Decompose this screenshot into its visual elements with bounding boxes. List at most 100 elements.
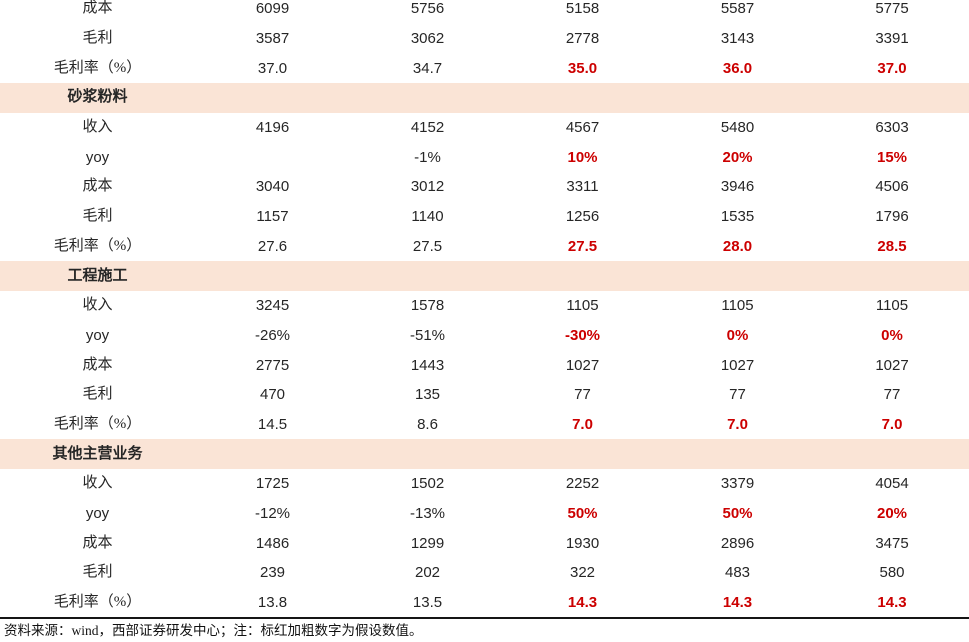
table-row: 毛利 470 135 77 77 77 [0, 380, 969, 410]
value-cell: 2252 [565, 475, 600, 493]
value-cell: 3040 [255, 178, 290, 196]
table-row: 收入 4196 4152 4567 5480 6303 [0, 113, 969, 143]
value-cell: 28.0 [722, 237, 753, 255]
value-cell: 3946 [720, 178, 755, 196]
section-header-row: 其他主营业务 [0, 439, 969, 469]
row-label: 成本 [82, 356, 113, 373]
section-header-row: 砂浆粉料 [0, 83, 969, 113]
value-cell: 3143 [720, 30, 755, 48]
row-label: 收入 [82, 297, 113, 314]
value-cell: 5480 [720, 119, 755, 137]
row-label: 毛利率（%） [53, 594, 142, 611]
value-cell: 3245 [255, 297, 290, 315]
value-cell: 3475 [875, 534, 909, 552]
value-cell: 483 [724, 564, 751, 582]
value-cell: 37.0 [257, 59, 288, 77]
value-cell: 27.5 [412, 237, 443, 255]
value-cell: 14.3 [722, 594, 753, 612]
row-label: 毛利率（%） [53, 415, 142, 432]
value-cell: 5756 [410, 0, 445, 18]
value-cell: 3587 [255, 30, 290, 48]
value-cell: 5775 [875, 0, 909, 18]
value-cell: 3062 [410, 30, 445, 48]
value-cell: -30% [564, 326, 601, 344]
value-cell: 202 [414, 564, 441, 582]
value-cell: 1299 [410, 534, 445, 552]
table-row: 毛利率（%） 37.0 34.7 35.0 36.0 37.0 [0, 53, 969, 83]
value-cell: 1140 [411, 208, 444, 226]
value-cell: 3379 [720, 475, 755, 493]
value-cell: 580 [879, 564, 905, 582]
table-row: yoy -1% 10% 20% 15% [0, 142, 969, 172]
value-cell: 1027 [565, 356, 600, 374]
table-row: 毛利率（%） 27.6 27.5 27.5 28.0 28.5 [0, 232, 969, 262]
value-cell: 0% [726, 326, 749, 344]
value-cell: -26% [254, 326, 291, 344]
value-cell: 239 [259, 564, 286, 582]
value-cell: 13.5 [412, 594, 443, 612]
value-cell: 50% [722, 505, 753, 523]
value-cell: 3391 [875, 30, 909, 48]
value-cell: 36.0 [722, 59, 753, 77]
table-row: 收入 3245 1578 1105 1105 1105 [0, 291, 969, 321]
value-cell: 77 [883, 386, 901, 404]
table-row: 毛利 239 202 322 483 580 [0, 558, 969, 588]
row-label: 毛利 [82, 208, 113, 225]
table-row: yoy -12% -13% 50% 50% 20% [0, 499, 969, 529]
value-cell: 14.3 [877, 594, 907, 612]
section-header-label: 工程施工 [67, 267, 128, 284]
value-cell: 27.5 [567, 237, 598, 255]
value-cell: -13% [409, 505, 446, 523]
value-cell: 1105 [875, 297, 909, 315]
value-cell: 15% [876, 148, 908, 166]
section-header-label: 其他主营业务 [52, 445, 143, 462]
value-cell: 1105 [721, 297, 754, 315]
value-cell: 1443 [410, 356, 445, 374]
row-label: 成本 [82, 178, 113, 195]
value-cell: 8.6 [417, 415, 438, 433]
row-label: yoy [85, 505, 110, 523]
financial-table: 成本 6099 5756 5158 5587 5775 毛利 3587 3062 2778 3143… [0, 0, 969, 618]
table-row: 成本 1486 1299 1930 2896 3475 [0, 528, 969, 558]
row-label: 成本 [82, 534, 113, 551]
value-cell: -51% [409, 326, 446, 344]
value-cell: -12% [254, 505, 291, 523]
section-header-label: 砂浆粉料 [67, 89, 128, 106]
row-label: 收入 [82, 475, 113, 492]
value-cell: 1027 [720, 356, 755, 374]
value-cell: 1725 [255, 475, 290, 493]
table-row: 毛利 3587 3062 2778 3143 3391 [0, 24, 969, 54]
value-cell: 1930 [565, 534, 600, 552]
row-label: 收入 [82, 119, 113, 136]
value-cell: 7.0 [572, 415, 593, 433]
value-cell: -1% [414, 148, 441, 166]
value-cell: 20% [722, 148, 753, 166]
value-cell: 1535 [720, 208, 755, 226]
value-cell: 20% [876, 505, 908, 523]
value-cell: 4506 [875, 178, 909, 196]
source-note: 资料来源：wind，西部证券研发中心；注：标红加粗数字为假设数值。 [4, 623, 423, 638]
value-cell: 14.5 [257, 415, 288, 433]
value-cell: 7.0 [727, 415, 748, 433]
value-cell: 4567 [565, 119, 600, 137]
value-cell: 37.0 [877, 59, 907, 77]
value-cell: 6303 [875, 119, 909, 137]
table-row: 毛利率（%） 14.5 8.6 7.0 7.0 7.0 [0, 410, 969, 440]
value-cell: 1502 [410, 475, 445, 493]
value-cell: 27.6 [257, 237, 288, 255]
value-cell: 2896 [720, 534, 755, 552]
value-cell: 1256 [565, 208, 600, 226]
value-cell: 322 [569, 564, 596, 582]
value-cell: 77 [729, 386, 746, 404]
row-label: yoy [85, 326, 110, 344]
table-row: 成本 2775 1443 1027 1027 1027 [0, 350, 969, 380]
value-cell: 2775 [255, 356, 290, 374]
value-cell: 7.0 [881, 415, 903, 433]
value-cell: 10% [567, 148, 598, 166]
footer-divider [0, 617, 969, 619]
table-row: 毛利率（%） 13.8 13.5 14.3 14.3 14.3 [0, 588, 969, 618]
value-cell: 6099 [255, 0, 290, 18]
value-cell: 1157 [256, 208, 289, 226]
row-label: 毛利 [82, 564, 113, 581]
value-cell: 4152 [410, 119, 445, 137]
